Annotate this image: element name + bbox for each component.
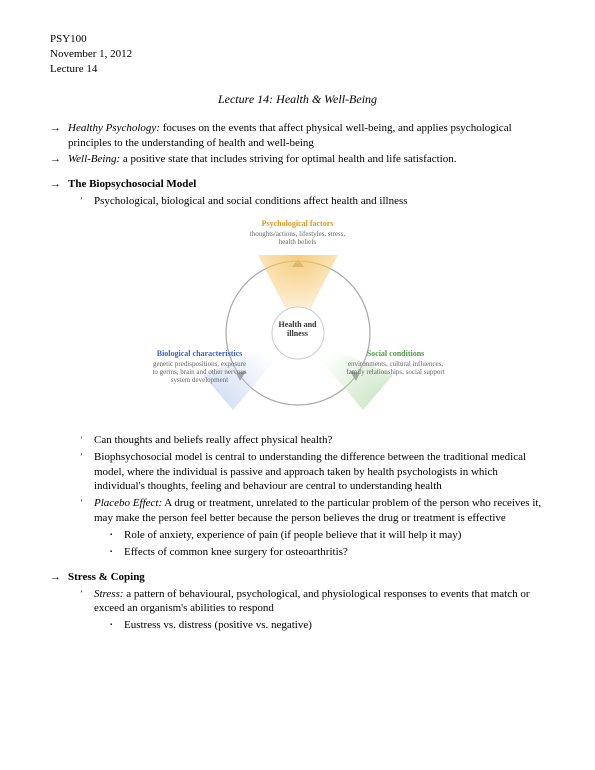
sub2-bullet: ▪ Effects of common knee surgery for ost… <box>110 545 545 560</box>
diagram-head-psychological: Psychological factors <box>248 219 348 228</box>
def-stress: a pattern of behavioural, psychological,… <box>94 588 530 615</box>
tick-icon: ’ <box>80 496 94 526</box>
heading-stress-text: Stress & Coping <box>68 570 545 585</box>
diagram-label-social: Social conditions environments, cultural… <box>346 349 446 376</box>
sub-bullet: ’ Can thoughts and beliefs really affect… <box>80 433 545 448</box>
tick-icon: ’ <box>80 450 94 495</box>
arrow-icon: → <box>50 121 68 151</box>
biopsychosocial-diagram: Health and illness Psychological factors… <box>148 215 448 425</box>
arrow-icon: → <box>50 570 68 585</box>
sub2-bullet: ▪ Role of anxiety, experience of pain (i… <box>110 528 545 543</box>
tick-icon: ’ <box>80 433 94 448</box>
doc-header: PSY100 November 1, 2012 Lecture 14 <box>50 32 545 77</box>
diagram-body-biological: genetic predispositions, exposure to ger… <box>150 360 250 384</box>
term-stress: Stress: <box>94 588 124 600</box>
heading-stress-coping: → Stress & Coping <box>50 570 545 585</box>
diagram-body-psychological: thoughts/actions, lifestyles, stress, he… <box>248 230 348 246</box>
page-title: Lecture 14: Health & Well-Being <box>50 91 545 107</box>
sub-bullet-stress: ’ Stress: a pattern of behavioural, psyc… <box>80 587 545 617</box>
diagram-center-label: Health and illness <box>278 321 318 339</box>
def-placebo: A drug or treatment, unrelated to the pa… <box>94 497 541 524</box>
lecture-date: November 1, 2012 <box>50 47 545 62</box>
term-healthy-psychology: Healthy Psychology: <box>68 122 160 134</box>
square-icon: ▪ <box>110 528 124 543</box>
sub-bullet-placebo: ’ Placebo Effect: A drug or treatment, u… <box>80 496 545 526</box>
diagram-head-biological: Biological characteristics <box>150 349 250 358</box>
bullet-healthy-psychology: → Healthy Psychology: focuses on the eve… <box>50 121 545 151</box>
bps-conditions-text: Psychological, biological and social con… <box>94 194 545 209</box>
sub-bullet: ’ Psychological, biological and social c… <box>80 194 545 209</box>
course-code: PSY100 <box>50 32 545 47</box>
heading-biopsychosocial-text: The Biopsychosocial Model <box>68 177 545 192</box>
diagram-head-social: Social conditions <box>346 349 446 358</box>
bps-question-text: Can thoughts and beliefs really affect p… <box>94 433 545 448</box>
lecture-number: Lecture 14 <box>50 62 545 77</box>
heading-biopsychosocial: → The Biopsychosocial Model <box>50 177 545 192</box>
square-icon: ▪ <box>110 545 124 560</box>
square-icon: ▪ <box>110 618 124 633</box>
sub-bullet: ’ Biophsychosocial model is central to u… <box>80 450 545 495</box>
sub2-bullet: ▪ Eustress vs. distress (positive vs. ne… <box>110 618 545 633</box>
diagram-label-psychological: Psychological factors thoughts/actions, … <box>248 219 348 246</box>
arrow-icon: → <box>50 177 68 192</box>
placebo-knee-text: Effects of common knee surgery for osteo… <box>124 545 545 560</box>
term-well-being: Well-Being: <box>68 153 120 165</box>
term-placebo: Placebo Effect: <box>94 497 162 509</box>
tick-icon: ’ <box>80 194 94 209</box>
diagram-body-social: environments, cultural influences, famil… <box>346 360 446 376</box>
diagram-label-biological: Biological characteristics genetic predi… <box>150 349 250 384</box>
tick-icon: ’ <box>80 587 94 617</box>
arrow-icon: → <box>50 152 68 167</box>
def-well-being: a positive state that includes striving … <box>120 153 456 165</box>
placebo-anxiety-text: Role of anxiety, experience of pain (if … <box>124 528 545 543</box>
bps-central-text: Biophsychosocial model is central to und… <box>94 450 545 495</box>
bullet-well-being: → Well-Being: a positive state that incl… <box>50 152 545 167</box>
eustress-text: Eustress vs. distress (positive vs. nega… <box>124 618 545 633</box>
